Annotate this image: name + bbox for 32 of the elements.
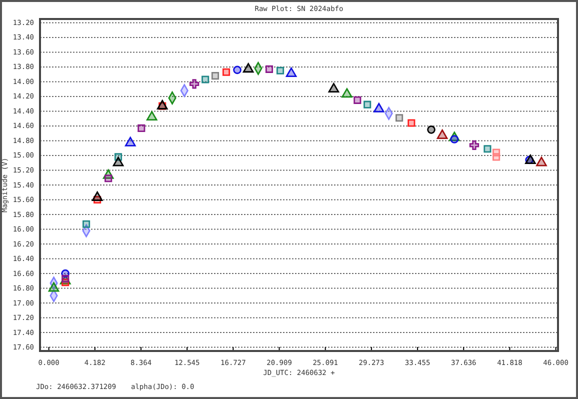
point bbox=[146, 111, 158, 121]
point bbox=[492, 153, 500, 161]
point bbox=[82, 220, 90, 228]
point bbox=[124, 136, 136, 146]
point bbox=[436, 129, 448, 139]
point bbox=[354, 96, 362, 104]
point bbox=[328, 82, 340, 92]
point bbox=[427, 125, 436, 134]
point bbox=[211, 72, 220, 80]
point bbox=[156, 100, 168, 110]
point bbox=[364, 100, 372, 108]
point bbox=[112, 156, 124, 166]
point bbox=[408, 119, 416, 127]
point bbox=[536, 156, 547, 166]
point bbox=[222, 68, 230, 76]
point bbox=[450, 135, 459, 144]
point bbox=[138, 124, 146, 132]
point bbox=[286, 67, 297, 77]
point bbox=[92, 191, 103, 201]
point bbox=[396, 114, 404, 122]
point bbox=[265, 65, 274, 73]
point bbox=[484, 145, 492, 153]
point bbox=[48, 282, 60, 292]
point bbox=[242, 63, 254, 73]
point bbox=[189, 79, 200, 89]
point bbox=[233, 66, 242, 74]
point bbox=[374, 102, 384, 112]
point bbox=[342, 88, 352, 98]
point bbox=[104, 174, 112, 182]
point bbox=[276, 66, 284, 74]
point bbox=[202, 76, 210, 84]
point bbox=[469, 140, 480, 150]
